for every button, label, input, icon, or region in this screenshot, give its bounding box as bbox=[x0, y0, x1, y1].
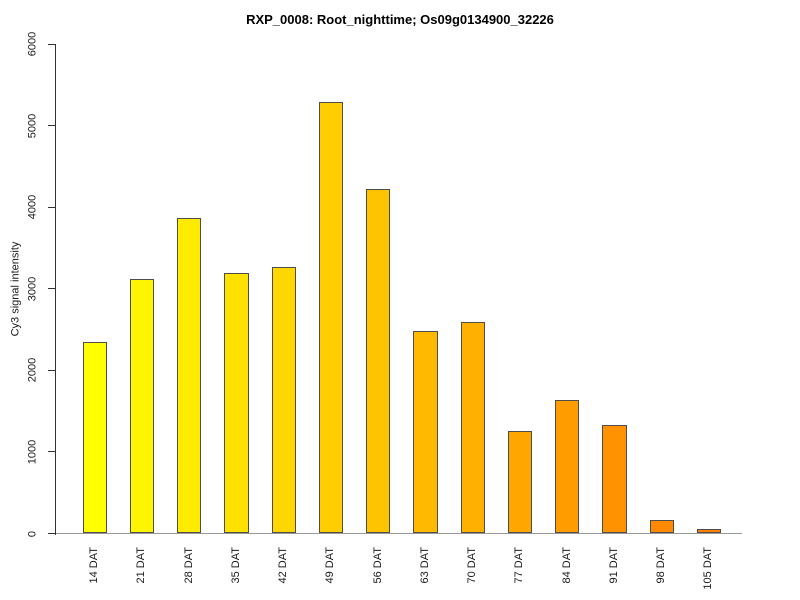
y-axis-line bbox=[54, 44, 56, 535]
y-tick-label: 3000 bbox=[26, 276, 39, 301]
bar-84-dat bbox=[555, 399, 580, 534]
bar-98-dat bbox=[649, 519, 674, 534]
x-tick-label: 49 DAT bbox=[324, 547, 337, 584]
y-tick-label: 2000 bbox=[26, 358, 39, 383]
x-tick-label: 63 DAT bbox=[418, 547, 431, 584]
y-tick bbox=[47, 43, 55, 45]
bar-70-dat bbox=[460, 322, 485, 534]
x-tick-label: 91 DAT bbox=[607, 547, 620, 584]
bar-21-dat bbox=[129, 278, 155, 534]
y-tick-label: 1000 bbox=[26, 439, 39, 465]
y-tick bbox=[47, 451, 55, 453]
y-tick bbox=[47, 288, 55, 290]
x-tick-label: 70 DAT bbox=[466, 547, 479, 584]
x-tick-label: 84 DAT bbox=[560, 547, 573, 584]
x-tick-label: 28 DAT bbox=[182, 547, 195, 584]
bar-77-dat bbox=[507, 430, 533, 534]
y-tick bbox=[47, 533, 55, 534]
bar-56-dat bbox=[366, 189, 391, 534]
y-tick-label: 4000 bbox=[26, 194, 39, 220]
bar-63-dat bbox=[413, 331, 438, 534]
y-tick-label: 0 bbox=[26, 530, 39, 537]
bar-49-dat bbox=[318, 101, 344, 534]
x-tick-label: 105 DAT bbox=[702, 547, 715, 590]
y-tick bbox=[47, 206, 55, 208]
bar-105-dat bbox=[696, 529, 722, 534]
x-tick-label: 21 DAT bbox=[135, 547, 148, 584]
y-axis-title: Cy3 signal intensity bbox=[9, 241, 22, 337]
y-tick-label: 6000 bbox=[26, 31, 39, 57]
bar-28-dat bbox=[177, 217, 202, 534]
bar-91-dat bbox=[602, 424, 627, 534]
x-tick-label: 56 DAT bbox=[371, 547, 384, 584]
x-tick-label: 35 DAT bbox=[229, 547, 242, 584]
x-tick-label: 98 DAT bbox=[655, 547, 668, 584]
y-tick bbox=[47, 369, 55, 371]
x-tick-label: 14 DAT bbox=[88, 547, 101, 584]
bar-42-dat bbox=[271, 266, 296, 534]
x-tick-label: 77 DAT bbox=[513, 547, 526, 584]
x-tick-label: 42 DAT bbox=[277, 547, 290, 584]
x-axis-line bbox=[56, 532, 742, 535]
chart-title: RXP_0008: Root_nighttime; Os09g0134900_3… bbox=[246, 12, 554, 27]
y-tick-label: 5000 bbox=[26, 113, 39, 138]
bar-14-dat bbox=[82, 341, 107, 534]
bar-35-dat bbox=[224, 273, 249, 534]
y-tick bbox=[47, 125, 55, 127]
